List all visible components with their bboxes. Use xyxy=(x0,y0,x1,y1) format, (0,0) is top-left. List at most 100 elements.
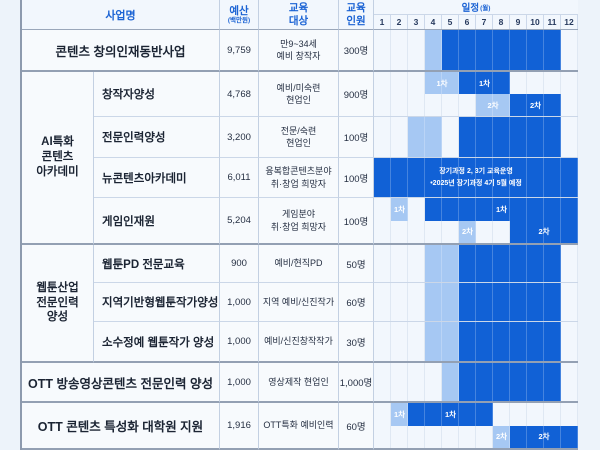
schedule-cell xyxy=(374,322,578,363)
light-period-bar: 2차 xyxy=(476,94,510,116)
group-label-line: 웹툰산업 xyxy=(36,281,79,294)
capacity-header-line1: 교육 xyxy=(346,2,366,15)
program-name-cell: 창작자양성 xyxy=(94,72,220,117)
target-cell: 게임분야 취·창업 희망자 xyxy=(259,198,339,245)
schedule-cell: 1차 1차 2차 2차 xyxy=(374,72,578,117)
target-line: 예비/현직PD xyxy=(274,258,323,269)
dark-period-bar: 2차 xyxy=(509,220,578,243)
light-period-bar xyxy=(407,117,442,157)
group-label-line: 양성 xyxy=(46,311,69,324)
dark-period-bar: 1차 xyxy=(425,198,578,221)
schedule-bar-line: 2차 2차 xyxy=(374,94,578,116)
capacity-cell: 1,000명 xyxy=(339,363,374,403)
program-name-cell: 콘텐츠 창의인재동반사업 xyxy=(22,30,220,72)
group-cell: 웹툰산업 전문인력 양성 xyxy=(22,245,94,363)
schedule-note-line: 장기과정 2, 3기 교육운영 xyxy=(439,167,513,175)
bar-label: 2차 xyxy=(529,100,542,110)
target-line: 예비 창작자 xyxy=(276,51,321,61)
target-line: 예비/미숙련 xyxy=(276,82,321,93)
schedule-bar-line: 2차 2차 xyxy=(374,220,578,243)
month-label: 8 xyxy=(493,15,510,29)
group-label-line: 아카데미 xyxy=(36,165,79,178)
target-cell: 예비/현직PD xyxy=(259,245,339,283)
month-label: 4 xyxy=(425,15,442,29)
schedule-cell xyxy=(374,363,578,403)
target-line: 전문/숙련 xyxy=(280,125,317,136)
schedule-note-line: •2025년 장기과정 4기 5월 예정 xyxy=(430,179,522,187)
bar-label: 1차 xyxy=(495,204,508,214)
target-cell: 예비/신진창작작가 xyxy=(259,322,339,363)
dark-period-bar: 2차 xyxy=(509,425,578,448)
light-period-bar: 1차 xyxy=(390,403,408,426)
schedule-cell: 1차 1차 2차 2차 xyxy=(374,198,578,245)
schedule-bar-line xyxy=(374,158,578,197)
month-label: 9 xyxy=(510,15,527,29)
group-label-line: AI특화 xyxy=(41,136,74,149)
month-label: 10 xyxy=(527,15,544,29)
program-name-cell: 뉴콘텐츠아카데미 xyxy=(94,158,220,198)
schedule-bar-line xyxy=(374,283,578,321)
budget-header-label: 예산 xyxy=(229,4,249,17)
dark-period-bar: 1차 xyxy=(459,72,510,94)
light-period-bar: 2차 xyxy=(493,425,510,448)
target-line: OTT특화 예비인력 xyxy=(263,420,334,431)
schedule-bar-line: 1차 1차 xyxy=(374,198,578,221)
month-label: 3 xyxy=(408,15,425,29)
bar-label: 1차 xyxy=(393,409,406,419)
bar-label: 1차 xyxy=(478,78,491,88)
schedule-cell xyxy=(374,245,578,283)
dark-period-bar: 2차 xyxy=(509,94,561,116)
budget-header-unit: (백만원) xyxy=(227,16,251,24)
light-period-bar: 1차 xyxy=(425,72,459,94)
schedule-header-label: 일정 xyxy=(461,3,480,14)
target-line: 게임분야 xyxy=(281,209,316,220)
program-name-cell: 소수정예 웹툰작가 양성 xyxy=(94,322,220,363)
target-line: 현업인 xyxy=(286,138,311,148)
light-period-bar: 1차 xyxy=(390,198,408,221)
bar-label: 2차 xyxy=(538,227,550,237)
schedule-cell: 장기과정 2, 3기 교육운영 •2025년 장기과정 4기 5월 예정 xyxy=(374,158,578,198)
bar-label: 1차 xyxy=(444,409,457,419)
budget-cell: 1,000 xyxy=(220,283,259,322)
dark-period-bar xyxy=(459,283,561,321)
program-name-cell: 전문인력양성 xyxy=(94,117,220,158)
schedule-bar-line xyxy=(374,117,578,157)
target-line: 현업인 xyxy=(286,95,311,105)
target-cell: 영상제작 현업인 xyxy=(259,363,339,403)
budget-cell: 1,000 xyxy=(220,363,259,403)
capacity-cell: 900명 xyxy=(339,72,374,117)
program-name-cell: OTT 방송영상콘텐츠 전문인력 양성 xyxy=(22,363,220,403)
capacity-cell: 60명 xyxy=(339,403,374,450)
target-header-line1: 교육 xyxy=(288,2,309,15)
schedule-bar-line: 1차 1차 xyxy=(374,72,578,94)
month-label: 1 xyxy=(374,15,391,29)
schedule-bar-line xyxy=(374,245,578,282)
budget-cell: 900 xyxy=(220,245,259,283)
budget-cell: 3,200 xyxy=(220,117,259,158)
dark-period-bar: 1차 xyxy=(407,403,493,426)
group-cell: AI특화 콘텐츠 아카데미 xyxy=(22,72,94,245)
capacity-cell: 50명 xyxy=(339,245,374,283)
column-header-target: 교육 대상 xyxy=(259,0,339,30)
program-name-cell: 지역기반형웹툰작가양성 xyxy=(94,283,220,322)
schedule-cell xyxy=(374,283,578,322)
schedule-header-unit: (월) xyxy=(480,5,491,12)
target-line: 예비/신진창작작가 xyxy=(264,336,333,347)
dark-period-bar xyxy=(441,30,561,70)
schedule-bar-line xyxy=(374,30,578,70)
dark-period-bar xyxy=(459,245,561,282)
target-line: 만9~34세 xyxy=(280,38,317,49)
dark-period-bar xyxy=(374,158,578,197)
light-period-bar xyxy=(425,30,442,70)
capacity-cell: 100명 xyxy=(339,158,374,198)
budget-cell: 1,000 xyxy=(220,322,259,363)
capacity-header-line2: 인원 xyxy=(346,14,366,27)
capacity-cell: 100명 xyxy=(339,198,374,245)
target-cell: OTT특화 예비인력 xyxy=(259,403,339,450)
light-period-bar xyxy=(441,363,459,401)
schedule-cell: 1차 1차 2차 2차 xyxy=(374,403,578,450)
column-header-program: 사업명 xyxy=(22,0,220,30)
month-label: 11 xyxy=(544,15,561,29)
